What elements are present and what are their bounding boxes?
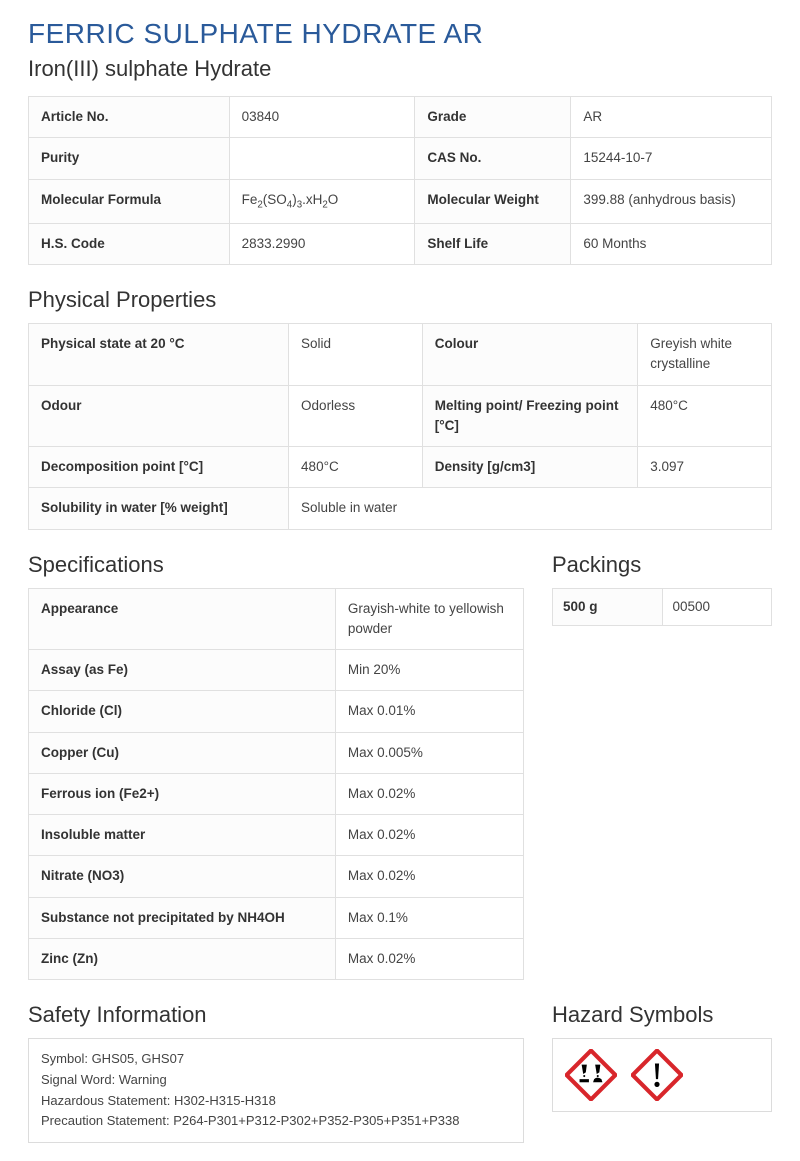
safety-line: Signal Word: Warning xyxy=(41,1070,511,1091)
phys-key: Colour xyxy=(422,324,637,386)
spec-value: Max 0.02% xyxy=(335,856,523,897)
table-row: Assay (as Fe)Min 20% xyxy=(29,650,524,691)
phys-value: Solid xyxy=(289,324,423,386)
section-packings: Packings xyxy=(552,552,772,578)
info-value: 15244-10-7 xyxy=(571,138,772,179)
page-subtitle: Iron(III) sulphate Hydrate xyxy=(28,56,772,82)
pack-key: 500 g xyxy=(553,588,663,625)
phys-value: 480°C xyxy=(289,447,423,488)
phys-key: Physical state at 20 °C xyxy=(29,324,289,386)
table-row: Decomposition point [°C]480°CDensity [g/… xyxy=(29,447,772,488)
phys-key: Odour xyxy=(29,385,289,447)
table-row: Physical state at 20 °CSolidColourGreyis… xyxy=(29,324,772,386)
spec-key: Zinc (Zn) xyxy=(29,938,336,979)
table-row: Molecular FormulaFe2(SO4)3.xH2OMolecular… xyxy=(29,179,772,223)
spec-value: Max 0.02% xyxy=(335,773,523,814)
spec-key: Copper (Cu) xyxy=(29,732,336,773)
safety-line: Symbol: GHS05, GHS07 xyxy=(41,1049,511,1070)
phys-key: Melting point/ Freezing point [°C] xyxy=(422,385,637,447)
info-key: Grade xyxy=(415,97,571,138)
section-hazard: Hazard Symbols xyxy=(552,1002,772,1028)
safety-box: Symbol: GHS05, GHS07Signal Word: Warning… xyxy=(28,1038,524,1143)
info-key: Article No. xyxy=(29,97,230,138)
table-row: Substance not precipitated by NH4OHMax 0… xyxy=(29,897,524,938)
spec-key: Chloride (Cl) xyxy=(29,691,336,732)
info-table: Article No.03840GradeARPurityCAS No.1524… xyxy=(28,96,772,265)
table-row: Zinc (Zn)Max 0.02% xyxy=(29,938,524,979)
physical-table: Physical state at 20 °CSolidColourGreyis… xyxy=(28,323,772,530)
info-value: Fe2(SO4)3.xH2O xyxy=(229,179,415,223)
phys-value: Soluble in water xyxy=(289,488,772,529)
spec-key: Substance not precipitated by NH4OH xyxy=(29,897,336,938)
hazard-symbols xyxy=(552,1038,772,1112)
table-row: 500 g00500 xyxy=(553,588,772,625)
info-value: 399.88 (anhydrous basis) xyxy=(571,179,772,223)
spec-value: Min 20% xyxy=(335,650,523,691)
table-row: Article No.03840GradeAR xyxy=(29,97,772,138)
specs-table: AppearanceGrayish-white to yellowish pow… xyxy=(28,588,524,981)
phys-value: Greyish white crystalline xyxy=(638,324,772,386)
table-row: Ferrous ion (Fe2+)Max 0.02% xyxy=(29,773,524,814)
table-row: OdourOdorlessMelting point/ Freezing poi… xyxy=(29,385,772,447)
spec-key: Insoluble matter xyxy=(29,815,336,856)
info-value: AR xyxy=(571,97,772,138)
table-row: AppearanceGrayish-white to yellowish pow… xyxy=(29,588,524,650)
table-row: Solubility in water [% weight]Soluble in… xyxy=(29,488,772,529)
table-row: Copper (Cu)Max 0.005% xyxy=(29,732,524,773)
info-value: 03840 xyxy=(229,97,415,138)
phys-value: Odorless xyxy=(289,385,423,447)
info-key: H.S. Code xyxy=(29,223,230,264)
spec-value: Max 0.005% xyxy=(335,732,523,773)
safety-line: Hazardous Statement: H302-H315-H318 xyxy=(41,1091,511,1112)
spec-key: Ferrous ion (Fe2+) xyxy=(29,773,336,814)
safety-line: Precaution Statement: P264-P301+P312-P30… xyxy=(41,1111,511,1132)
table-row: H.S. Code2833.2990Shelf Life60 Months xyxy=(29,223,772,264)
table-row: Nitrate (NO3)Max 0.02% xyxy=(29,856,524,897)
section-safety: Safety Information xyxy=(28,1002,524,1028)
phys-value: 3.097 xyxy=(638,447,772,488)
packings-table: 500 g00500 xyxy=(552,588,772,626)
page-title: FERRIC SULPHATE HYDRATE AR xyxy=(28,18,772,50)
info-key: Shelf Life xyxy=(415,223,571,264)
spec-value: Max 0.01% xyxy=(335,691,523,732)
info-value: 2833.2990 xyxy=(229,223,415,264)
table-row: Purity CAS No.15244-10-7 xyxy=(29,138,772,179)
table-row: Chloride (Cl)Max 0.01% xyxy=(29,691,524,732)
phys-key: Solubility in water [% weight] xyxy=(29,488,289,529)
spec-key: Appearance xyxy=(29,588,336,650)
spec-value: Max 0.1% xyxy=(335,897,523,938)
info-value xyxy=(229,138,415,179)
ghs07-icon xyxy=(631,1049,683,1101)
phys-value: 480°C xyxy=(638,385,772,447)
phys-key: Decomposition point [°C] xyxy=(29,447,289,488)
spec-key: Assay (as Fe) xyxy=(29,650,336,691)
info-value: 60 Months xyxy=(571,223,772,264)
info-key: Molecular Weight xyxy=(415,179,571,223)
ghs05-icon xyxy=(565,1049,617,1101)
info-key: Purity xyxy=(29,138,230,179)
info-key: CAS No. xyxy=(415,138,571,179)
spec-value: Grayish-white to yellowish powder xyxy=(335,588,523,650)
spec-value: Max 0.02% xyxy=(335,815,523,856)
spec-key: Nitrate (NO3) xyxy=(29,856,336,897)
info-key: Molecular Formula xyxy=(29,179,230,223)
table-row: Insoluble matterMax 0.02% xyxy=(29,815,524,856)
phys-key: Density [g/cm3] xyxy=(422,447,637,488)
spec-value: Max 0.02% xyxy=(335,938,523,979)
section-physical: Physical Properties xyxy=(28,287,772,313)
pack-value: 00500 xyxy=(662,588,772,625)
section-specs: Specifications xyxy=(28,552,524,578)
